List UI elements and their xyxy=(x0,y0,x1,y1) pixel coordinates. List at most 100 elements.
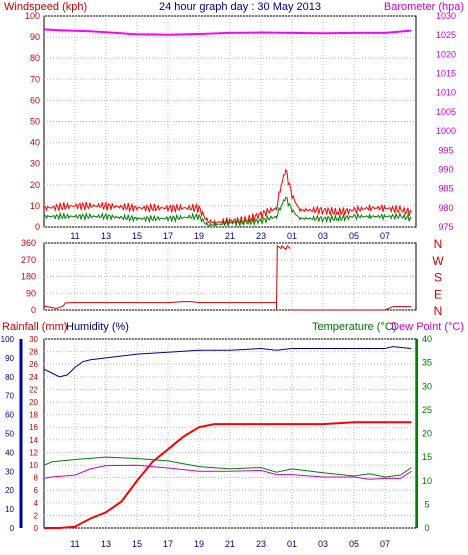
wind-panel-x-tick-label: 01 xyxy=(287,231,297,241)
windspeed-axis-label: Windspeed (kph) xyxy=(4,1,87,13)
direction-y-tick-label: 0 xyxy=(31,305,36,315)
humidity-y-tick-label: 80 xyxy=(5,373,14,382)
rainfall-axis-label: Rainfall (mm) xyxy=(2,321,67,333)
wind-panel-x-tick-label: 13 xyxy=(101,231,111,241)
wind-average-line xyxy=(44,196,412,228)
windspeed-y-tick-label: 0 xyxy=(35,222,40,232)
temperature-y-tick-label: 25 xyxy=(422,405,432,415)
wind-direction-line xyxy=(276,244,291,311)
wind-panel-x-tick-label: 15 xyxy=(132,231,142,241)
temperature-y-tick-label: 20 xyxy=(422,429,432,439)
rainfall-y-tick-label: 0 xyxy=(34,524,39,533)
barometer-y-tick-label: 980 xyxy=(438,203,453,213)
barometer-y-tick-label: 995 xyxy=(438,145,453,155)
barometer-y-tick-label: 1010 xyxy=(436,88,456,98)
dewpoint-line xyxy=(43,464,412,480)
rainfall-y-tick-label: 10 xyxy=(29,461,38,470)
rainfall-y-tick-label: 18 xyxy=(29,411,38,420)
rain-panel-x-tick-label: 01 xyxy=(287,539,297,549)
temperature-y-tick-label: 10 xyxy=(422,476,432,486)
rain-panel-x-tick-label: 11 xyxy=(70,539,79,549)
windspeed-y-tick-label: 80 xyxy=(30,53,40,63)
rainfall-y-tick-label: 26 xyxy=(29,360,38,369)
wind-direction-line xyxy=(43,301,277,310)
rain-panel-frame xyxy=(43,338,417,529)
rain-panel-x-tick-label: 21 xyxy=(225,539,235,549)
temperature-axis-label: Temperature (°C) xyxy=(312,321,396,333)
direction-y-tick-label: 180 xyxy=(21,272,36,282)
rainfall-y-tick-label: 20 xyxy=(29,398,38,407)
barometer-line xyxy=(43,28,412,36)
chart-title: 24 hour graph day : 30 May 2013 xyxy=(159,1,321,13)
compass-label: N xyxy=(434,237,443,251)
rainfall-y-tick-label: 8 xyxy=(34,474,39,483)
windspeed-y-tick-label: 40 xyxy=(30,138,40,148)
windspeed-y-tick-label: 50 xyxy=(30,117,40,127)
windspeed-y-tick-label: 20 xyxy=(30,180,40,190)
wind-speed-line xyxy=(43,168,412,226)
barometer-y-tick-label: 1030 xyxy=(436,11,456,21)
windspeed-y-tick-label: 60 xyxy=(30,95,40,105)
barometer-y-tick-label: 1020 xyxy=(436,49,456,59)
compass-label: S xyxy=(434,271,442,285)
wind-panel-x-tick-label: 17 xyxy=(163,231,173,241)
humidity-y-tick-label: 90 xyxy=(5,354,14,363)
humidity-y-tick-label: 70 xyxy=(5,392,14,401)
humidity-line xyxy=(43,346,412,378)
rain-panel-x-tick-label: 15 xyxy=(132,539,142,549)
rain-panel-x-tick-label: 23 xyxy=(256,539,266,549)
humidity-y-tick-label: 50 xyxy=(5,430,14,439)
rain-panel-x-tick-label: 07 xyxy=(380,539,390,549)
temperature-y-tick-label: 35 xyxy=(422,358,432,368)
humidity-axis-label: Humidity (%) xyxy=(66,321,129,333)
wind-panel-x-tick-label: 21 xyxy=(225,231,235,241)
direction-y-tick-label: 90 xyxy=(26,288,36,298)
rainfall-y-tick-label: 16 xyxy=(29,423,38,432)
rainfall-y-tick-label: 22 xyxy=(29,385,38,394)
humidity-y-tick-label: 0 xyxy=(10,524,15,533)
rainfall-y-tick-label: 6 xyxy=(34,486,39,495)
rainfall-y-tick-label: 12 xyxy=(29,448,38,457)
wind-panel-x-tick-label: 19 xyxy=(194,231,204,241)
barometer-y-tick-label: 985 xyxy=(438,184,453,194)
wind-panel-x-tick-label: 05 xyxy=(349,231,359,241)
humidity-y-tick-label: 20 xyxy=(5,486,14,495)
barometer-y-tick-label: 975 xyxy=(438,222,453,232)
rainfall-y-tick-label: 4 xyxy=(34,499,39,508)
windspeed-y-tick-label: 30 xyxy=(30,159,40,169)
dewpoint-axis-label: Dew Point (°C) xyxy=(391,321,464,333)
windspeed-y-tick-label: 70 xyxy=(30,74,40,84)
barometer-y-tick-label: 990 xyxy=(438,164,453,174)
rainfall-y-tick-label: 30 xyxy=(29,335,38,344)
barometer-axis-label: Barometer (hpa) xyxy=(384,1,464,13)
wind-panel-x-tick-label: 11 xyxy=(70,231,79,241)
compass-label: W xyxy=(432,254,444,268)
wind-panel-x-tick-label: 07 xyxy=(380,231,390,241)
temperature-y-tick-label: 15 xyxy=(422,452,432,462)
temperature-line xyxy=(43,456,412,478)
wind-panel-x-tick-label: 23 xyxy=(256,231,266,241)
direction-y-tick-label: 360 xyxy=(21,238,36,248)
barometer-y-tick-label: 1025 xyxy=(436,30,456,40)
temperature-y-tick-label: 30 xyxy=(422,381,432,391)
rainfall-line xyxy=(44,421,412,529)
humidity-y-tick-label: 100 xyxy=(1,335,15,344)
windspeed-y-tick-label: 100 xyxy=(25,11,40,21)
humidity-y-tick-label: 40 xyxy=(5,448,14,457)
windspeed-y-tick-label: 10 xyxy=(30,201,40,211)
humidity-y-tick-label: 60 xyxy=(5,411,14,420)
wind-direction-line xyxy=(290,306,412,311)
compass-label: E xyxy=(434,287,442,301)
rain-panel-x-tick-label: 05 xyxy=(349,539,359,549)
barometer-y-tick-label: 1000 xyxy=(436,126,456,136)
rain-panel-x-tick-label: 17 xyxy=(163,539,173,549)
barometer-y-tick-label: 1015 xyxy=(436,69,456,79)
windspeed-y-tick-label: 90 xyxy=(30,32,40,42)
rainfall-y-tick-label: 2 xyxy=(34,511,39,520)
temperature-y-tick-label: 0 xyxy=(424,523,429,533)
rain-panel-x-tick-label: 19 xyxy=(194,539,204,549)
compass-label: N xyxy=(434,304,443,318)
rainfall-y-tick-label: 14 xyxy=(29,436,38,445)
direction-y-tick-label: 270 xyxy=(21,255,36,265)
